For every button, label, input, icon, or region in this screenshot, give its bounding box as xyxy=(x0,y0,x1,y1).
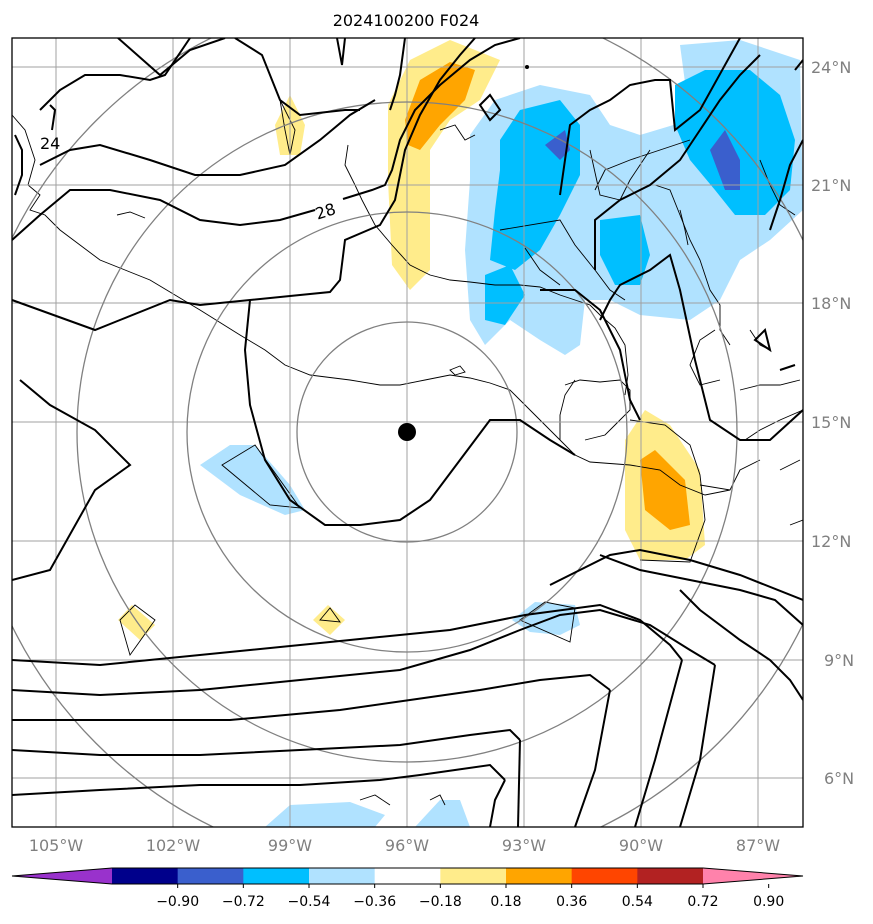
negative-shading-bottom-2 xyxy=(415,800,470,827)
strong-negative-2 xyxy=(710,130,740,190)
isobar-contours xyxy=(12,38,803,827)
lon-label-99w: 99°W xyxy=(268,836,312,855)
coastlines xyxy=(12,99,803,806)
colorbar-tick-label: −0.36 xyxy=(353,894,396,910)
small-marker xyxy=(525,65,529,69)
map-frame xyxy=(11,37,804,828)
map-title: 2024100200 F024 xyxy=(333,11,480,30)
lat-label-15n: 15°N xyxy=(811,413,851,432)
colorbar-tick-label: 0.90 xyxy=(753,894,784,910)
moderate-positive-southeast xyxy=(640,450,690,530)
contour-label-24: 24 xyxy=(40,134,60,153)
colorbar-tick-label: −0.18 xyxy=(419,894,462,910)
lon-label-90w: 90°W xyxy=(619,836,663,855)
lat-label-18n: 18°N xyxy=(811,294,851,313)
moderate-negative-west xyxy=(485,265,525,325)
colorbar-outline xyxy=(11,867,804,885)
storm-center-marker xyxy=(398,423,416,441)
colorbar-segment xyxy=(440,868,507,884)
latitude-labels: 24°N 21°N 18°N 15°N 12°N 9°N 6°N xyxy=(811,58,854,788)
colorbar-segment xyxy=(177,868,244,884)
lon-label-102w: 102°W xyxy=(146,836,201,855)
colorbar-segment xyxy=(243,868,310,884)
map-panel: 24 28 xyxy=(12,38,803,827)
longitude-labels: 105°W 102°W 99°W 96°W 93°W 90°W 87°W xyxy=(29,836,780,855)
colorbar: −0.90 −0.72 −0.54 −0.36 −0.18 0.18 0.36 0.54 0.7… xyxy=(11,867,804,910)
range-rings xyxy=(12,38,803,827)
colorbar-segment xyxy=(374,868,441,884)
negative-shading-bottom-1 xyxy=(265,802,385,827)
lat-label-9n: 9°N xyxy=(824,651,854,670)
colorbar-tick-label: 0.72 xyxy=(687,894,718,910)
positive-shading-small-2 xyxy=(118,605,155,640)
lon-label-93w: 93°W xyxy=(502,836,546,855)
graticule xyxy=(12,38,803,827)
lat-label-6n: 6°N xyxy=(824,769,854,788)
colorbar-segment xyxy=(637,868,704,884)
lon-label-87w: 87°W xyxy=(736,836,780,855)
colorbar-extend-low xyxy=(12,868,112,884)
moderate-positive-north xyxy=(405,62,475,150)
positive-shading-small-3 xyxy=(313,605,345,635)
colorbar-extend-high xyxy=(703,868,803,884)
lat-label-21n: 21°N xyxy=(811,176,851,195)
colorbar-tick-label: 0.54 xyxy=(622,894,653,910)
colorbar-segment xyxy=(309,868,376,884)
lat-label-24n: 24°N xyxy=(811,58,851,77)
colorbar-segment xyxy=(571,868,638,884)
lat-label-12n: 12°N xyxy=(811,532,851,551)
colorbar-segment xyxy=(506,868,573,884)
moderate-negative-east xyxy=(675,70,795,215)
colorbar-tick-label: −0.72 xyxy=(222,894,265,910)
colorbar-tick-label: 0.18 xyxy=(490,894,521,910)
colorbar-segment xyxy=(112,868,179,884)
shaded-field xyxy=(118,40,803,827)
colorbar-tick-label: −0.90 xyxy=(156,894,199,910)
colorbar-tick-label: −0.54 xyxy=(288,894,331,910)
lon-label-105w: 105°W xyxy=(29,836,84,855)
colorbar-tick-label: 0.36 xyxy=(556,894,587,910)
lon-label-96w: 96°W xyxy=(385,836,429,855)
strong-negative-1 xyxy=(545,130,570,160)
moderate-negative-mid xyxy=(600,215,650,285)
